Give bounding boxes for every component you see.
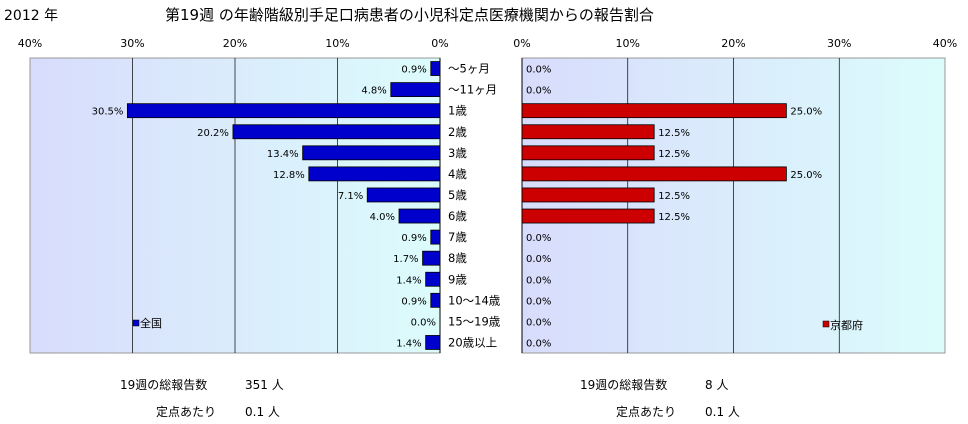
kyoto-value-label: 0.0% — [526, 233, 551, 244]
right-tick-label: 20% — [721, 37, 745, 50]
right-per-value: 0.1 人 — [705, 405, 740, 419]
legend-kyoto: 京都府 — [822, 318, 863, 332]
national-bar — [366, 187, 441, 203]
national-bar — [430, 229, 441, 245]
category-label: 6歳 — [448, 209, 467, 223]
kyoto-bar — [521, 166, 787, 182]
axis-ticks: 40% 30% 20% 10% 0% 0% 10% 20% 30% 40% — [18, 37, 957, 50]
national-value-label: 7.1% — [338, 191, 363, 202]
left-tick-label: 20% — [223, 37, 247, 50]
national-value-label: 0.9% — [401, 296, 426, 307]
right-total-value: 8 人 — [705, 378, 729, 392]
national-value-label: 1.4% — [396, 338, 421, 349]
right-tick-label: 0% — [513, 37, 530, 50]
national-bar — [126, 103, 441, 119]
category-label: 7歳 — [448, 230, 467, 244]
category-label: 15～19歳 — [448, 314, 501, 328]
category-label: 20歳以上 — [448, 335, 497, 349]
category-label: ～11ヶ月 — [448, 83, 497, 97]
left-total-value: 351 人 — [245, 378, 284, 392]
kyoto-value-label: 0.0% — [526, 86, 551, 97]
right-tick-label: 40% — [933, 37, 957, 50]
category-label: 4歳 — [448, 167, 467, 181]
year-label: 2012 年 — [4, 8, 58, 24]
kyoto-bar — [521, 124, 655, 140]
kyoto-value-label: 12.5% — [658, 149, 690, 160]
national-bar — [425, 271, 441, 287]
kyoto-value-label: 25.0% — [790, 107, 822, 118]
bars: 0.9% 4.8% 30.5% 20.2% 13.4% 12.8% 7.1% 4.0% 0.9%… — [92, 61, 822, 350]
kyoto-value-label: 12.5% — [658, 191, 690, 202]
national-bar — [398, 208, 441, 224]
national-value-label: 4.8% — [361, 86, 386, 97]
category-label: 2歳 — [448, 125, 467, 139]
kyoto-value-label: 12.5% — [658, 128, 690, 139]
national-value-label: 20.2% — [197, 128, 229, 139]
kyoto-bar — [521, 103, 787, 119]
kyoto-value-label: 0.0% — [526, 296, 551, 307]
national-bar — [232, 124, 441, 140]
national-bar — [430, 61, 441, 76]
national-bar — [430, 292, 441, 308]
category-label: 8歳 — [448, 251, 467, 265]
kyoto-value-label: 0.0% — [526, 254, 551, 265]
category-label: 1歳 — [448, 104, 467, 118]
left-per-label: 定点あたり — [156, 405, 217, 419]
national-value-label: 30.5% — [92, 107, 124, 118]
national-value-label: 13.4% — [267, 149, 299, 160]
kyoto-value-label: 25.0% — [790, 170, 822, 181]
national-value-label: 12.8% — [273, 170, 305, 181]
right-total-label: 19週の総報告数 — [580, 378, 668, 392]
national-bar — [302, 145, 441, 161]
left-tick-label: 40% — [18, 37, 42, 50]
national-value-label: 1.4% — [396, 275, 421, 286]
category-label: 3歳 — [448, 146, 467, 160]
national-bar — [425, 335, 441, 350]
chart-title: 第19週 の年齢階級別手足口病患者の小児科定点医療機関からの報告割合 — [165, 6, 654, 24]
kyoto-bar — [521, 187, 655, 203]
category-labels: ～5ヶ月 ～11ヶ月 1歳 2歳 3歳 4歳 5歳 6歳 7歳 8歳 9歳 10～14歳 15～19歳 2… — [448, 62, 501, 350]
national-value-label: 0.0% — [411, 317, 436, 328]
national-value-label: 0.9% — [401, 65, 426, 76]
national-bar — [422, 250, 441, 266]
legend-national-swatch — [132, 319, 140, 327]
left-tick-label: 10% — [325, 37, 349, 50]
kyoto-value-label: 12.5% — [658, 212, 690, 223]
national-value-label: 1.7% — [393, 254, 418, 265]
legend-kyoto-label: 京都府 — [830, 318, 863, 332]
kyoto-value-label: 0.0% — [526, 317, 551, 328]
kyoto-value-label: 0.0% — [526, 275, 551, 286]
category-label: ～5ヶ月 — [448, 62, 490, 76]
right-tick-label: 30% — [827, 37, 851, 50]
legend-kyoto-swatch — [822, 320, 830, 328]
legend-national: 全国 — [132, 316, 162, 330]
national-value-label: 0.9% — [401, 233, 426, 244]
left-tick-label: 30% — [120, 37, 144, 50]
national-bar — [390, 82, 441, 98]
left-tick-label: 0% — [431, 37, 448, 50]
kyoto-bar — [521, 208, 655, 224]
category-label: 5歳 — [448, 188, 467, 202]
left-per-value: 0.1 人 — [245, 405, 280, 419]
left-total-label: 19週の総報告数 — [120, 378, 208, 392]
legend-national-label: 全国 — [140, 316, 162, 330]
kyoto-value-label: 0.0% — [526, 338, 551, 349]
national-value-label: 4.0% — [370, 212, 395, 223]
right-per-label: 定点あたり — [616, 405, 677, 419]
right-tick-label: 10% — [616, 37, 640, 50]
category-label: 10～14歳 — [448, 293, 501, 307]
national-bar — [308, 166, 441, 182]
kyoto-value-label: 0.0% — [526, 65, 551, 76]
kyoto-bar — [521, 145, 655, 161]
category-label: 9歳 — [448, 272, 467, 286]
